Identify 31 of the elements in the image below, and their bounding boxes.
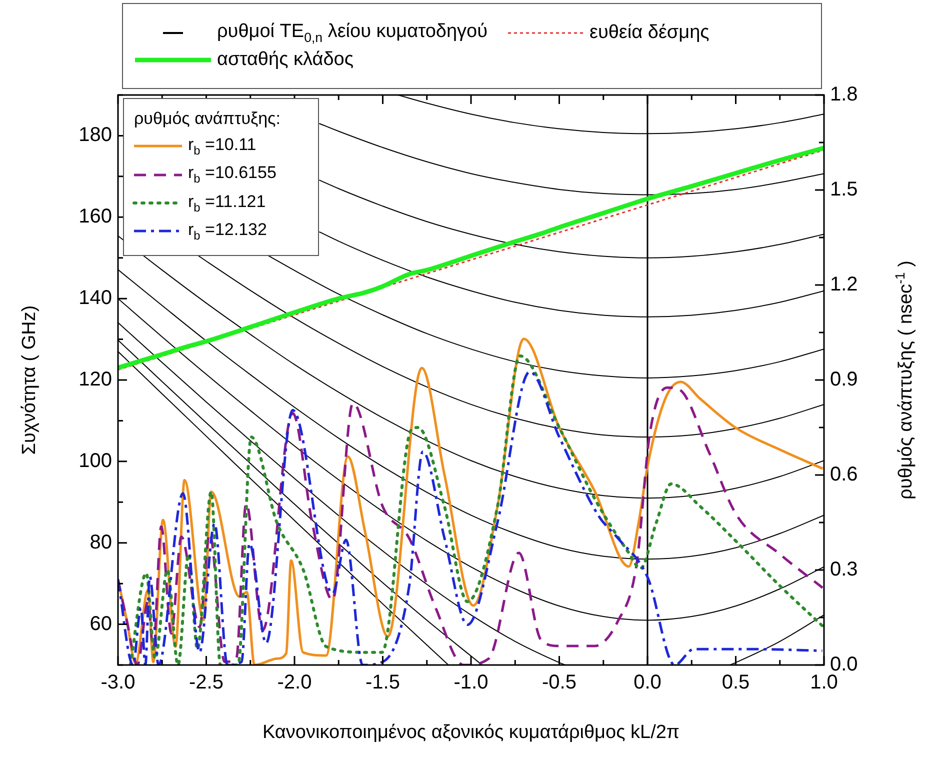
legend-label: r$_{b}$ =10.6155 [188, 163, 276, 186]
x-tick-label: -1.5 [366, 672, 400, 694]
x-tick-label: -2.5 [189, 672, 224, 694]
y-tick-label: 180 [78, 124, 112, 146]
y-tick-label: 80 [90, 531, 112, 554]
x-tick-label: -1.0 [454, 672, 488, 694]
legend-label: ρυθμοί TE$_{0,n}$ λείου κυματοδηγού [217, 21, 488, 45]
y2-tick-label: 1.8 [830, 84, 858, 106]
x-tick-label: 0.5 [722, 672, 750, 694]
x-tick-label: -0.5 [542, 672, 576, 694]
legend-label: r$_{b}$ =11.121 [188, 192, 266, 214]
y2-tick-label: 1.5 [830, 178, 858, 201]
y-tick-label: 140 [78, 287, 112, 310]
y2-tick-label: 0.9 [830, 368, 858, 391]
x-axis-title: Κανονικοποιημένος αξονικός κυματάριθμος kL/2π [262, 722, 680, 744]
y2-tick-label: 0.6 [830, 464, 858, 486]
legend-label: r$_{b}$ =10.11 [188, 135, 256, 158]
legend-title: ρυθμός ανάπτυξης: [134, 109, 282, 129]
y-tick-label: 160 [78, 206, 112, 228]
y2-tick-label: 1.2 [830, 274, 858, 296]
legend-label: r$_{b}$ =12.132 [188, 220, 267, 243]
y2-tick-label: 0.3 [830, 558, 858, 581]
y-tick-label: 60 [90, 612, 112, 635]
legend-label: ευθεία δέσμης [590, 22, 710, 44]
y-axis-title: Συχνότητα ( GHz) [19, 305, 41, 455]
legend-label: ασταθής κλάδος [217, 48, 354, 71]
x-tick-label: -2.0 [277, 672, 312, 694]
y-tick-label: 100 [78, 450, 112, 472]
x-tick-label: 0.0 [634, 672, 662, 694]
y-tick-label: 120 [78, 368, 112, 391]
x-tick-label: -3.0 [100, 672, 136, 694]
